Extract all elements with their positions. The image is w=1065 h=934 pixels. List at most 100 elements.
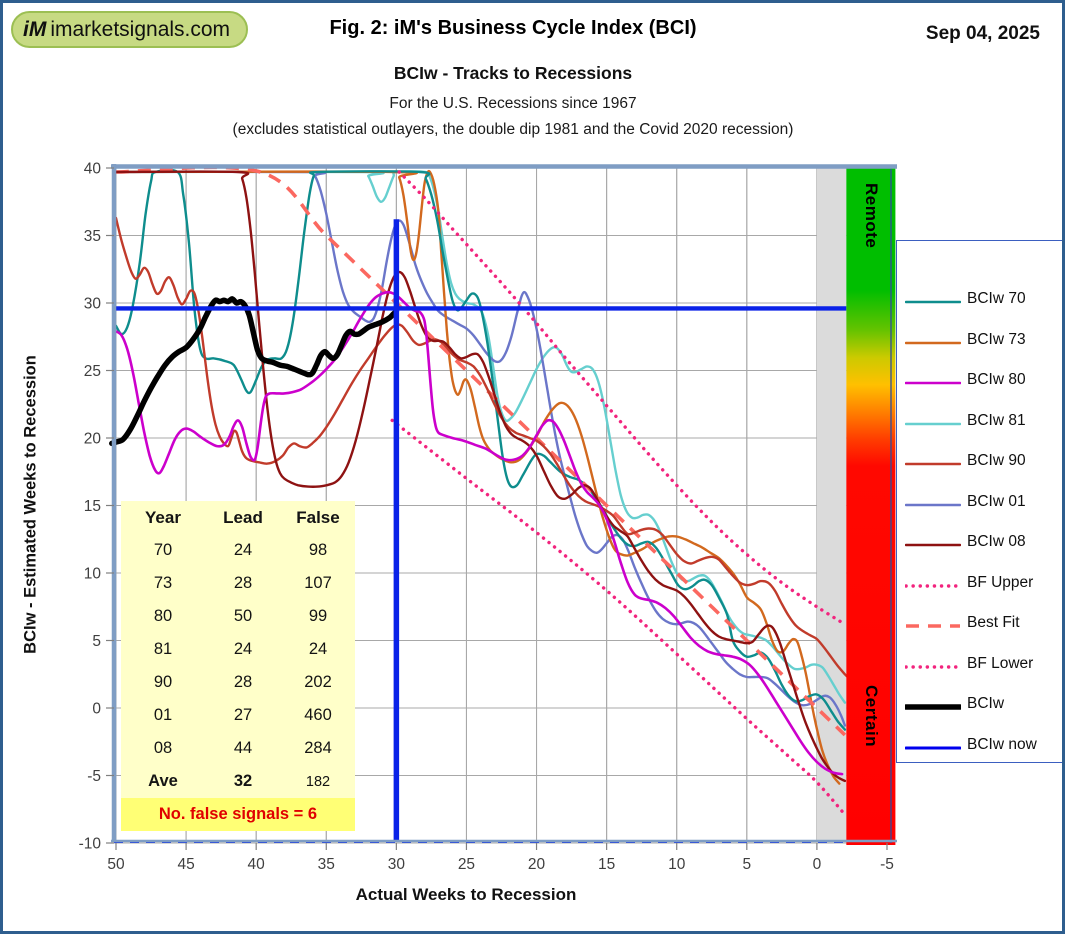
chart-subtitle: BCIw - Tracks to Recessions [393, 63, 633, 83]
y-tick-label: 20 [84, 431, 102, 448]
y-tick-label: 5 [92, 633, 101, 650]
legend-item-bf-lower: BF Lower [904, 652, 1033, 676]
chart-note-1: For the U.S. Recessions since 1967 [389, 95, 637, 112]
legend-swatch [904, 659, 962, 669]
legend-swatch [903, 699, 963, 710]
y-tick-label: 0 [92, 701, 101, 718]
y-tick-label: -10 [79, 836, 102, 853]
series-bciw-80 [114, 290, 844, 776]
legend-label: BCIw now [967, 735, 1037, 753]
table-cell: 01 [153, 706, 173, 724]
table-row: 80 50 99 [121, 600, 355, 633]
table-cell: 202 [304, 673, 332, 691]
series-lines [109, 165, 851, 817]
x-tick-label: 35 [318, 856, 335, 873]
stats-table-rows: Year Lead False 70 24 98 73 28 107 80 50 99 81 24 24 90… [121, 501, 355, 798]
page-title: Fig. 2: iM's Business Cycle Index (BCI) [329, 17, 697, 39]
legend-swatch [904, 375, 962, 385]
y-tick-label: 35 [84, 228, 101, 245]
legend-label: BCIw 80 [967, 371, 1026, 388]
table-cell: 284 [304, 739, 332, 757]
table-header-row: Year Lead False [121, 501, 355, 534]
y-tick-label: 40 [84, 161, 102, 178]
y-axis-title: BCIw - Estimated Weeks to Recession [21, 355, 40, 654]
table-cell: 24 [233, 541, 253, 559]
legend-label: Best Fit [967, 614, 1020, 631]
legend-swatch [904, 456, 962, 466]
x-tick-label: 30 [388, 856, 406, 873]
table-cell: 460 [304, 706, 332, 724]
x-tick-label: 10 [668, 856, 686, 873]
table-cell: 08 [153, 739, 173, 757]
table-cell: 90 [153, 673, 173, 691]
legend-label: BCIw 01 [967, 492, 1026, 510]
imarketsignals-logo[interactable]: iM imarketsignals.com [11, 11, 249, 48]
table-cell: 28 [233, 574, 253, 592]
series-bf-lower [390, 418, 847, 817]
series-bf-upper [397, 170, 847, 626]
report-date: Sep 04, 2025 [925, 23, 1040, 44]
table-row: 73 28 107 [121, 567, 355, 600]
y-tick-label: 10 [84, 566, 102, 583]
logo-site-text: imarketsignals.com [50, 17, 231, 41]
legend-item-bciw-80: BCIw 80 [904, 368, 1026, 392]
series-bciw-08 [114, 170, 847, 783]
legend-swatch [904, 497, 962, 507]
series-best-fit [115, 165, 847, 737]
legend-swatch [904, 537, 962, 547]
table-cell: 32 [233, 772, 253, 790]
y-tick-label: 25 [84, 363, 101, 380]
series-bciw-90 [114, 216, 851, 680]
legend-item-bciw: BCIw [903, 692, 1005, 716]
x-tick-label: 15 [598, 856, 615, 873]
legend-label: BCIw 73 [967, 330, 1026, 348]
table-cell: Ave [148, 772, 178, 790]
legend-label: BCIw 90 [967, 452, 1026, 469]
table-cell: 73 [153, 574, 173, 592]
legend-swatch [904, 740, 962, 750]
table-cell: 50 [233, 607, 253, 625]
legend-item-bciw-90: BCIw 90 [904, 449, 1026, 473]
recession-stats-table: Year Lead False 70 24 98 73 28 107 80 50 99 81 24 24 90… [121, 501, 355, 831]
legend-label: BF Upper [967, 573, 1034, 591]
table-cell: Year [145, 507, 181, 527]
x-tick-label: 40 [248, 856, 266, 873]
table-cell: 107 [304, 574, 332, 592]
legend-swatch [904, 335, 962, 345]
legend-label: BCIw 08 [967, 533, 1026, 550]
legend-swatch [904, 416, 962, 426]
false-signals-note: No. false signals = 6 [121, 798, 355, 831]
legend-label: BCIw 81 [967, 411, 1026, 429]
table-cell: 182 [305, 773, 331, 790]
table-cell: 98 [308, 541, 328, 559]
legend-item-bciw-08: BCIw 08 [904, 530, 1026, 554]
y-tick-label: 15 [84, 498, 101, 515]
table-cell: Lead [223, 507, 263, 527]
legend-item-bciw-81: BCIw 81 [904, 409, 1026, 433]
x-tick-label: 45 [177, 856, 194, 873]
table-cell: 70 [153, 541, 173, 559]
table-cell: 28 [233, 673, 253, 691]
legend-label: BCIw [967, 695, 1005, 712]
series-bciw [109, 296, 400, 447]
zone-label-certain: Certain [862, 685, 881, 748]
logo-im-text: iM [23, 17, 47, 41]
x-axis-title: Actual Weeks to Recession [355, 885, 577, 904]
table-row: 08 44 284 [121, 732, 355, 765]
table-cell: False [296, 507, 340, 527]
chart-note-2: (excludes statistical outlayers, the dou… [232, 121, 794, 138]
table-cell: 81 [153, 640, 173, 658]
table-cell: 99 [308, 607, 328, 625]
legend-swatch [904, 294, 962, 304]
legend-swatch [904, 578, 962, 588]
table-row: 01 27 460 [121, 699, 355, 732]
legend-swatch [905, 618, 961, 628]
table-cell: 44 [233, 739, 253, 757]
legend-item-bciw-01: BCIw 01 [904, 490, 1026, 514]
legend-item-bciw-now: BCIw now [904, 733, 1037, 757]
y-tick-label: 30 [84, 296, 102, 313]
table-cell: 80 [153, 607, 173, 625]
table-row: Ave 32 182 [121, 765, 355, 798]
x-tick-label: -5 [880, 856, 894, 873]
